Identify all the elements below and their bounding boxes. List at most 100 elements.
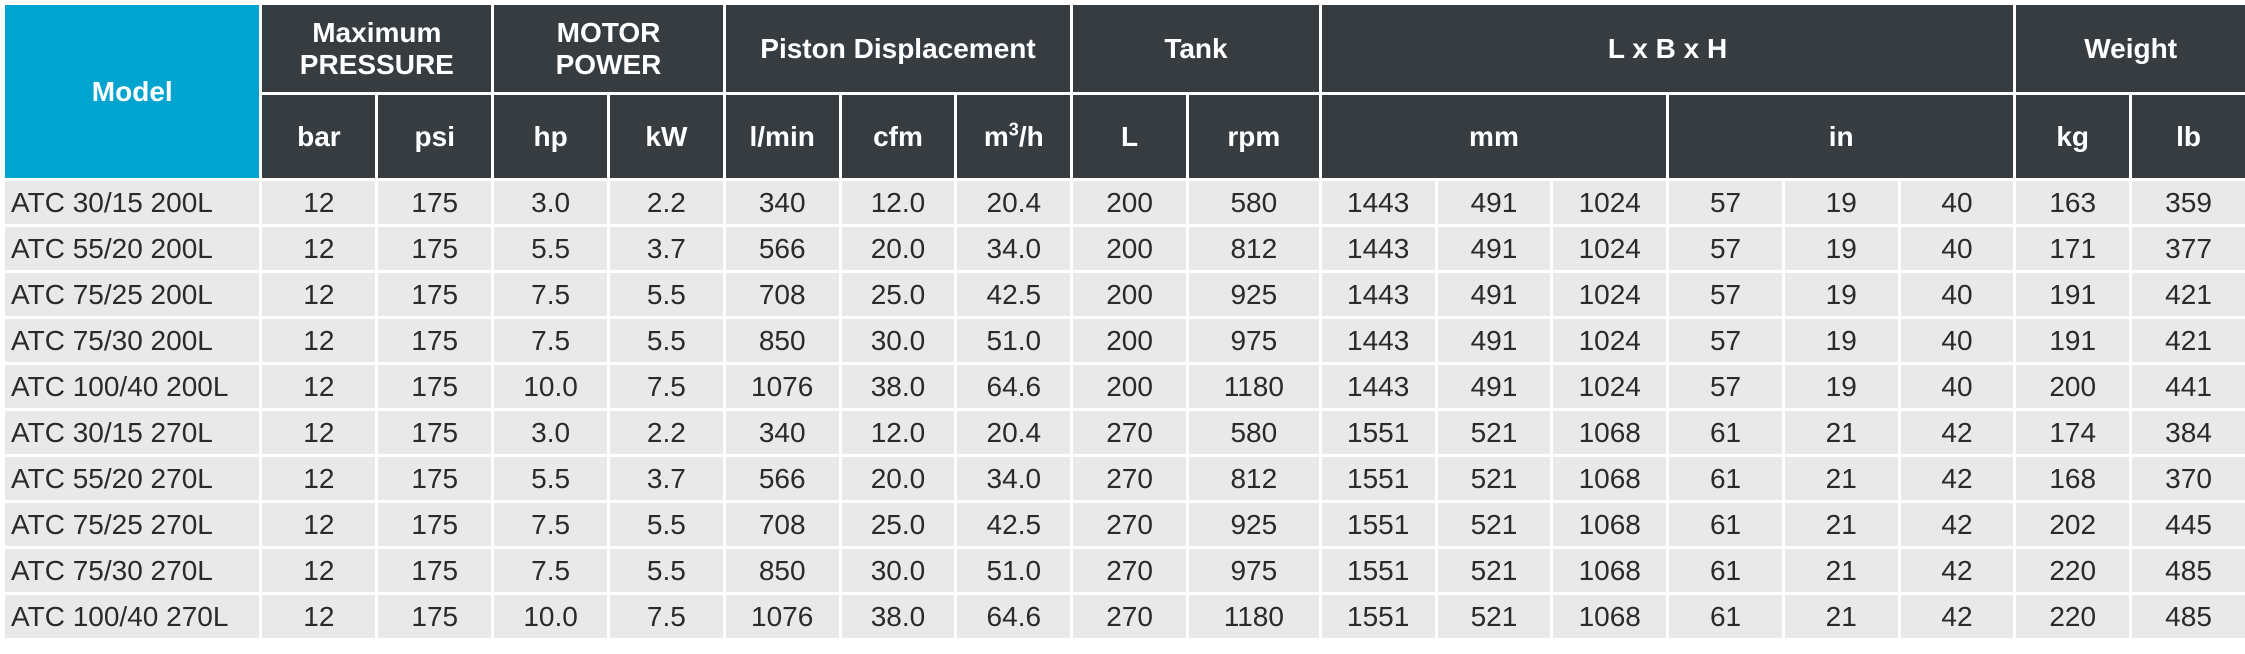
value-cell: 521 <box>1437 549 1551 592</box>
value-cell: 5.5 <box>610 273 723 316</box>
value-cell: 21 <box>1784 595 1898 638</box>
value-cell: 40 <box>1900 273 2014 316</box>
header-tank: Tank <box>1073 5 1319 92</box>
value-cell: 925 <box>1188 273 1319 316</box>
value-cell: 1551 <box>1321 411 1435 454</box>
value-cell: 34.0 <box>957 227 1071 270</box>
value-cell: 40 <box>1900 319 2014 362</box>
value-cell: 20.4 <box>957 181 1071 224</box>
value-cell: 61 <box>1669 411 1782 454</box>
value-cell: 3.7 <box>610 457 723 500</box>
value-cell: 812 <box>1188 457 1319 500</box>
value-cell: 1180 <box>1188 365 1319 408</box>
unit-m3h-base: m <box>983 120 1009 152</box>
value-cell: 3.0 <box>494 411 607 454</box>
value-cell: 171 <box>2016 227 2130 270</box>
value-cell: 25.0 <box>841 503 955 546</box>
value-cell: 175 <box>378 365 492 408</box>
model-cell: ATC 55/20 270L <box>5 457 260 500</box>
header-row-groups: Model Maximum PRESSURE MOTOR POWER Pisto… <box>5 5 2245 178</box>
value-cell: 12 <box>262 319 376 362</box>
table-row: ATC 30/15 200L 12 175 3.0 2.2 340 12.0 20.4 200 5… <box>5 181 2245 224</box>
value-cell: 163 <box>2016 181 2130 224</box>
header-row-units: bar psi hp kW l/min cfm m3/h L rpm mm in… <box>5 95 2245 178</box>
unit-m3h-sup: 3 <box>1008 119 1019 140</box>
value-cell: 175 <box>378 273 492 316</box>
value-cell: 42.5 <box>957 503 1071 546</box>
value-cell: 1024 <box>1553 181 1667 224</box>
header-dimensions: L x B x H <box>1321 5 2014 92</box>
value-cell: 1551 <box>1321 595 1435 638</box>
value-cell: 200 <box>1073 273 1186 316</box>
value-cell: 566 <box>725 457 839 500</box>
unit-lmin: l/min <box>725 95 839 178</box>
value-cell: 377 <box>2132 227 2245 270</box>
value-cell: 42 <box>1900 595 2014 638</box>
value-cell: 10.0 <box>494 365 607 408</box>
header-piston-displacement: Piston Displacement <box>725 5 1071 92</box>
model-cell: ATC 100/40 270L <box>5 595 260 638</box>
value-cell: 21 <box>1784 411 1898 454</box>
table-row: ATC 75/30 270L 12 175 7.5 5.5 850 30.0 51.0 270 9… <box>5 549 2245 592</box>
value-cell: 270 <box>1073 549 1186 592</box>
value-cell: 42 <box>1900 503 2014 546</box>
value-cell: 5.5 <box>610 503 723 546</box>
value-cell: 1024 <box>1553 227 1667 270</box>
value-cell: 220 <box>2016 549 2130 592</box>
header-max-pressure-line1: Maximum <box>312 16 442 48</box>
value-cell: 1551 <box>1321 503 1435 546</box>
unit-in: in <box>1669 95 2014 178</box>
value-cell: 202 <box>2016 503 2130 546</box>
value-cell: 491 <box>1437 319 1551 362</box>
unit-bar: bar <box>262 95 376 178</box>
value-cell: 270 <box>1073 457 1186 500</box>
value-cell: 5.5 <box>494 457 607 500</box>
value-cell: 384 <box>2132 411 2245 454</box>
value-cell: 12 <box>262 457 376 500</box>
value-cell: 42 <box>1900 549 2014 592</box>
value-cell: 200 <box>1073 227 1186 270</box>
value-cell: 21 <box>1784 457 1898 500</box>
value-cell: 566 <box>725 227 839 270</box>
value-cell: 1443 <box>1321 365 1435 408</box>
value-cell: 200 <box>1073 319 1186 362</box>
value-cell: 10.0 <box>494 595 607 638</box>
unit-rpm: rpm <box>1188 95 1319 178</box>
value-cell: 175 <box>378 457 492 500</box>
value-cell: 40 <box>1900 365 2014 408</box>
value-cell: 340 <box>725 181 839 224</box>
value-cell: 1076 <box>725 595 839 638</box>
value-cell: 1024 <box>1553 319 1667 362</box>
value-cell: 270 <box>1073 411 1186 454</box>
value-cell: 175 <box>378 595 492 638</box>
unit-cfm: cfm <box>841 95 955 178</box>
value-cell: 7.5 <box>494 503 607 546</box>
unit-kg: kg <box>2016 95 2130 178</box>
value-cell: 359 <box>2132 181 2245 224</box>
model-cell: ATC 55/20 200L <box>5 227 260 270</box>
header-model: Model <box>5 5 260 178</box>
value-cell: 57 <box>1669 227 1782 270</box>
value-cell: 2.2 <box>610 181 723 224</box>
value-cell: 200 <box>1073 181 1186 224</box>
value-cell: 1068 <box>1553 411 1667 454</box>
value-cell: 421 <box>2132 319 2245 362</box>
value-cell: 175 <box>378 319 492 362</box>
value-cell: 370 <box>2132 457 2245 500</box>
value-cell: 12 <box>262 181 376 224</box>
value-cell: 12 <box>262 365 376 408</box>
value-cell: 1024 <box>1553 365 1667 408</box>
value-cell: 20.0 <box>841 457 955 500</box>
value-cell: 42.5 <box>957 273 1071 316</box>
value-cell: 57 <box>1669 273 1782 316</box>
value-cell: 12 <box>262 595 376 638</box>
value-cell: 57 <box>1669 181 1782 224</box>
value-cell: 21 <box>1784 503 1898 546</box>
value-cell: 40 <box>1900 227 2014 270</box>
value-cell: 521 <box>1437 503 1551 546</box>
unit-m3h-tail: /h <box>1018 120 1044 152</box>
value-cell: 521 <box>1437 457 1551 500</box>
value-cell: 175 <box>378 549 492 592</box>
value-cell: 270 <box>1073 503 1186 546</box>
header-motor-power-line2: POWER <box>555 48 662 80</box>
